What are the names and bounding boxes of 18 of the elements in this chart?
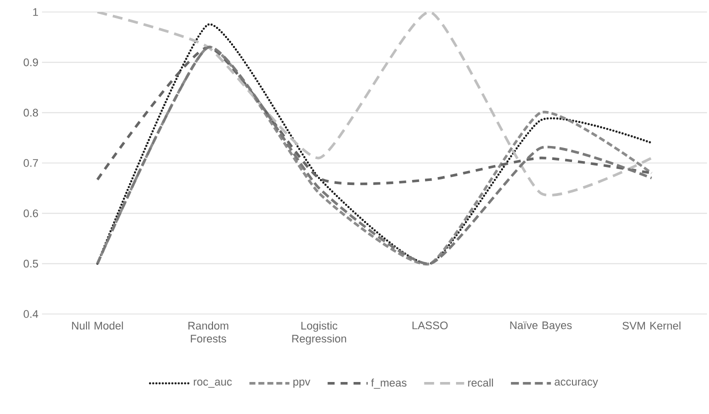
x-tick-label: Naïve Bayes <box>510 322 572 332</box>
legend-label: roc_auc <box>194 380 232 388</box>
y-tick-label: 1 <box>33 8 38 16</box>
legend-label: accuracy <box>554 380 598 388</box>
y-tick-label: 0.6 <box>24 209 38 218</box>
x-tick-label: LASSO <box>412 322 448 330</box>
y-tick-label: 0.9 <box>24 58 38 66</box>
legend-label: f_meas <box>371 378 406 389</box>
y-tick-label: 0.5 <box>24 260 38 268</box>
y-tick-label: 0.8 <box>24 108 38 117</box>
y-tick-label: 0.7 <box>24 159 38 167</box>
x-tick-label: Null Model <box>72 322 123 330</box>
legend-label: ppv <box>293 380 310 388</box>
x-tick-label: SVM Kernel <box>622 322 680 330</box>
x-tick-label: Random Forests <box>188 322 228 343</box>
legend-label: recall <box>468 378 493 387</box>
x-tick-label: Logistic Regression <box>292 322 346 345</box>
y-tick-label: 0.4 <box>24 310 38 318</box>
